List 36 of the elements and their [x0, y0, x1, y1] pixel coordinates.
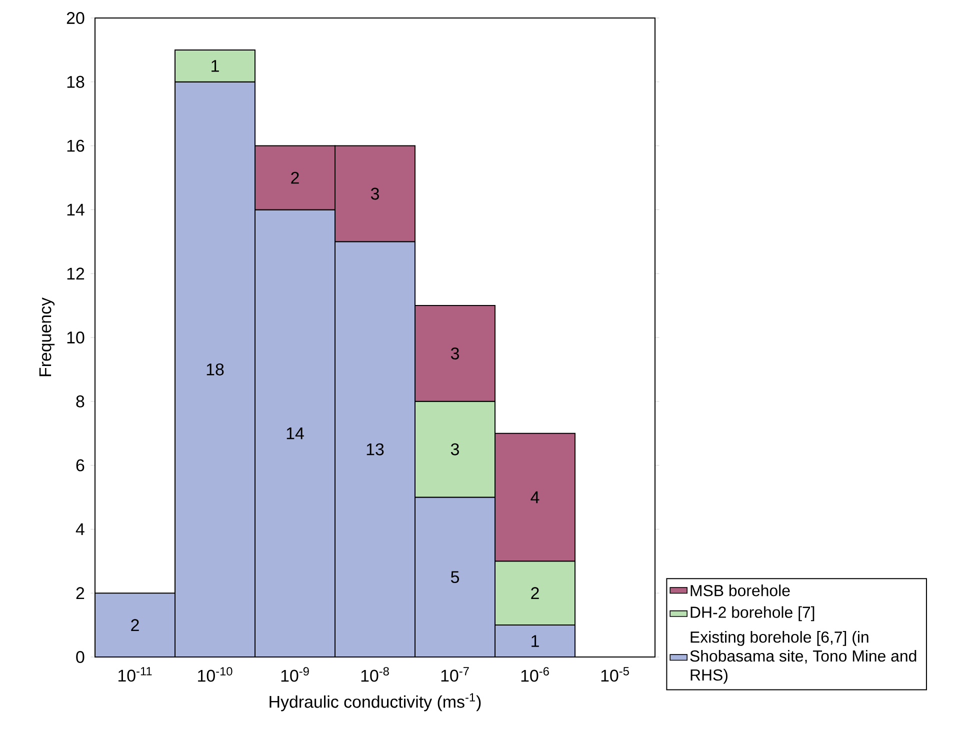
legend-label: MSB borehole — [690, 584, 790, 596]
x-tick-label: 10$^{-8}$ — [361, 667, 389, 682]
legend-label: Existing borehole [6,7] (in Shobasama site, Tono Mine and RHS) — [690, 631, 916, 684]
x-tick-label: 10$^{-6}$ — [521, 667, 549, 682]
x-tick-label: 10$^{-5}$ — [601, 667, 629, 682]
y-tick-label: 18 — [67, 76, 84, 88]
data-label: 2 — [291, 172, 299, 184]
y-tick-label: 0 — [76, 651, 84, 663]
data-label: 2 — [531, 587, 539, 600]
y-tick-label: 12 — [67, 268, 84, 280]
data-label: 14 — [286, 428, 304, 440]
y-axis-title: Frequency — [39, 298, 55, 376]
data-label: 18 — [206, 363, 224, 376]
y-tick-label: 4 — [76, 523, 84, 536]
data-label: 5 — [450, 571, 459, 584]
x-tick-label: 10$^{-7}$ — [441, 667, 469, 682]
data-label: 1 — [212, 60, 219, 72]
x-axis-title: Hydraulic conductivity (ms$^{-1}$) — [270, 693, 481, 712]
legend-label: DH-2 borehole [7] — [690, 606, 814, 622]
data-label: 3 — [450, 443, 459, 456]
data-label: 1 — [532, 635, 539, 647]
y-tick-label: 10 — [67, 332, 84, 344]
y-tick-label: 8 — [76, 395, 84, 408]
y-tick-label: 14 — [67, 204, 84, 216]
x-tick-label: 10$^{-11}$ — [118, 667, 152, 682]
y-tick-label: 6 — [76, 459, 84, 472]
y-tick-label: 16 — [67, 140, 84, 152]
y-tick-label: 20 — [66, 12, 84, 24]
y-tick-label: 2 — [76, 587, 84, 600]
data-label: 3 — [370, 188, 379, 200]
x-tick-label: 10$^{-10}$ — [198, 667, 232, 682]
data-label: 4 — [530, 491, 540, 504]
data-label: 13 — [366, 443, 384, 456]
data-label: 3 — [450, 347, 459, 360]
data-label: 2 — [131, 619, 139, 631]
x-tick-label: 10$^{-9}$ — [281, 667, 309, 682]
